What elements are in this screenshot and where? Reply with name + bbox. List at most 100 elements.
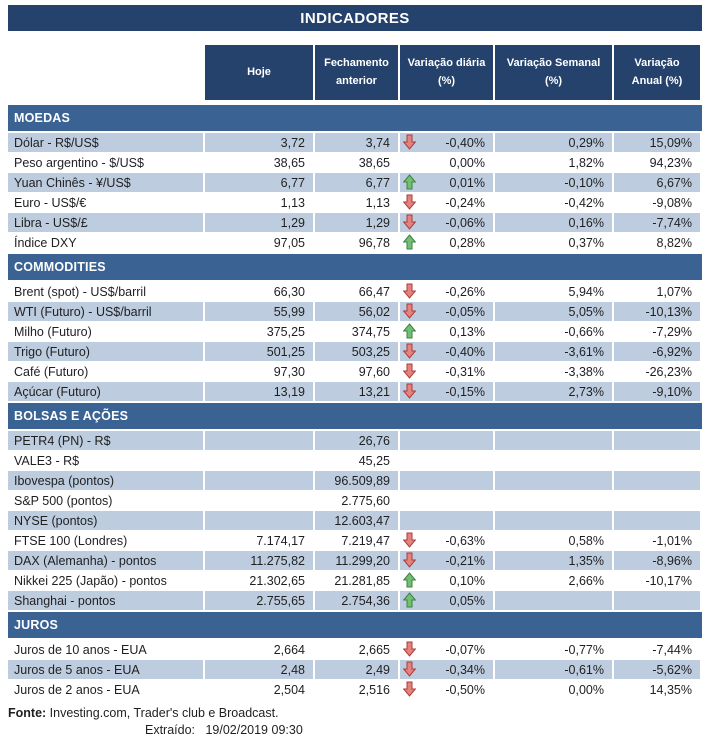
- cell-variacao-anual: -9,10%: [614, 382, 700, 401]
- cell-variacao-anual: -10,13%: [614, 302, 700, 321]
- row-label-value: Peso argentino - $/US$: [14, 155, 144, 170]
- down-arrow-icon: [403, 532, 416, 548]
- table-row: Euro - US$/€ 1,13 1,13 -0,24% -0,42% -9,08%: [8, 193, 702, 212]
- cell-fechamento-anterior-value: 1,13: [365, 195, 390, 210]
- cell-variacao-diaria: -0,06%: [400, 213, 493, 232]
- up-arrow-icon: [403, 174, 416, 190]
- cell-variacao-semanal: [495, 591, 612, 610]
- cell-variacao-semanal-value: 2,73%: [568, 384, 604, 399]
- cell-variacao-diaria: -0,15%: [400, 382, 493, 401]
- cell-variacao-diaria-value: -0,31%: [445, 364, 485, 379]
- cell-fechamento-anterior-value: 13,21: [358, 384, 390, 399]
- down-arrow-icon: [403, 661, 416, 677]
- cell-variacao-diaria-value: -0,63%: [445, 533, 485, 548]
- cell-variacao-anual-value: -26,23%: [645, 364, 692, 379]
- down-arrow-icon: [403, 363, 416, 379]
- cell-variacao-anual-value: -10,13%: [645, 304, 692, 319]
- row-label-value: Juros de 5 anos - EUA: [14, 662, 140, 677]
- cell-variacao-anual-value: 94,23%: [649, 155, 692, 170]
- cell-variacao-diaria-value: 0,05%: [449, 593, 485, 608]
- cell-hoje-value: 7.174,17: [256, 533, 305, 548]
- cell-variacao-anual-value: -5,62%: [652, 662, 692, 677]
- cell-variacao-anual-value: -1,01%: [652, 533, 692, 548]
- cell-variacao-semanal: 0,00%: [495, 680, 612, 699]
- cell-variacao-anual: [614, 491, 700, 510]
- cell-fechamento-anterior-value: 56,02: [358, 304, 390, 319]
- cell-hoje-value: 2,504: [273, 682, 305, 697]
- cell-variacao-semanal: -0,61%: [495, 660, 612, 679]
- cell-variacao-diaria: -0,26%: [400, 282, 493, 301]
- row-label-value: Milho (Futuro): [14, 324, 92, 339]
- row-label: Yuan Chinês - ¥/US$: [8, 173, 203, 192]
- row-label: Trigo (Futuro): [8, 342, 203, 361]
- section-title: MOEDAS: [14, 111, 71, 125]
- table-row: Juros de 2 anos - EUA 2,504 2,516 -0,50% 0,0…: [8, 680, 702, 699]
- cell-variacao-semanal-value: -3,38%: [564, 364, 604, 379]
- cell-variacao-anual-value: -7,74%: [652, 215, 692, 230]
- cell-fechamento-anterior: 2,49: [315, 660, 398, 679]
- cell-variacao-semanal-value: -3,61%: [564, 344, 604, 359]
- cell-fechamento-anterior: 2,516: [315, 680, 398, 699]
- cell-hoje-value: 97,30: [273, 364, 305, 379]
- cell-variacao-semanal: 1,82%: [495, 153, 612, 172]
- row-label-value: DAX (Alemanha) - pontos: [14, 553, 157, 568]
- extracted-line: Extraído: 19/02/2019 09:30: [8, 723, 702, 737]
- cell-variacao-diaria-value: -0,26%: [445, 284, 485, 299]
- cell-variacao-semanal: 5,94%: [495, 282, 612, 301]
- cell-variacao-anual: -26,23%: [614, 362, 700, 381]
- cell-fechamento-anterior-value: 503,25: [351, 344, 390, 359]
- cell-variacao-anual: -6,92%: [614, 342, 700, 361]
- cell-fechamento-anterior-value: 26,76: [358, 433, 390, 448]
- section-title: BOLSAS E AÇÕES: [14, 409, 129, 423]
- table-row: Café (Futuro) 97,30 97,60 -0,31% -3,38% -26,2…: [8, 362, 702, 381]
- down-arrow-icon: [403, 283, 416, 299]
- cell-fechamento-anterior-value: 2.775,60: [341, 493, 390, 508]
- cell-variacao-anual-value: 6,67%: [656, 175, 692, 190]
- cell-hoje: 97,30: [205, 362, 313, 381]
- cell-variacao-anual: -7,44%: [614, 640, 700, 659]
- cell-hoje-value: 11.275,82: [250, 553, 305, 568]
- table-row: Dólar - R$/US$ 3,72 3,74 -0,40% 0,29% 15,09%: [8, 133, 702, 152]
- cell-hoje: 6,77: [205, 173, 313, 192]
- cell-hoje: 13,19: [205, 382, 313, 401]
- cell-fechamento-anterior-value: 96.509,89: [334, 473, 390, 488]
- table-column-header: Hoje Fechamento anterior Variação diária…: [8, 45, 702, 100]
- section-header-juros: JUROS: [8, 612, 702, 638]
- cell-variacao-diaria: -0,07%: [400, 640, 493, 659]
- up-arrow-icon: [403, 234, 416, 250]
- source-line: Fonte: Investing.com, Trader's club e Br…: [8, 706, 702, 720]
- cell-variacao-semanal: 0,58%: [495, 531, 612, 550]
- cell-hoje: [205, 451, 313, 470]
- cell-variacao-semanal-value: 5,94%: [568, 284, 604, 299]
- cell-variacao-anual-value: -9,10%: [652, 384, 692, 399]
- table-row: PETR4 (PN) - R$ 26,76: [8, 431, 702, 450]
- cell-variacao-diaria: 0,10%: [400, 571, 493, 590]
- cell-variacao-anual-value: 14,35%: [649, 682, 692, 697]
- row-label-value: Shanghai - pontos: [14, 593, 116, 608]
- cell-hoje: 66,30: [205, 282, 313, 301]
- table-row: WTI (Futuro) - US$/barril 55,99 56,02 -0,05…: [8, 302, 702, 321]
- cell-variacao-diaria: -0,21%: [400, 551, 493, 570]
- cell-fechamento-anterior-value: 11.299,20: [335, 553, 390, 568]
- cell-fechamento-anterior: 96,78: [315, 233, 398, 252]
- cell-variacao-semanal: [495, 491, 612, 510]
- cell-variacao-anual-value: 1,07%: [656, 284, 692, 299]
- footer: Fonte: Investing.com, Trader's club e Br…: [8, 706, 702, 737]
- row-label-value: Café (Futuro): [14, 364, 89, 379]
- row-label: Shanghai - pontos: [8, 591, 203, 610]
- cell-variacao-semanal: [495, 451, 612, 470]
- cell-hoje-value: 2.755,65: [256, 593, 305, 608]
- row-label-value: Yuan Chinês - ¥/US$: [14, 175, 131, 190]
- cell-variacao-semanal: 0,37%: [495, 233, 612, 252]
- row-label: Índice DXY: [8, 233, 203, 252]
- cell-variacao-diaria: [400, 511, 493, 530]
- cell-variacao-anual: -5,62%: [614, 660, 700, 679]
- cell-variacao-semanal: 0,29%: [495, 133, 612, 152]
- cell-fechamento-anterior: 3,74: [315, 133, 398, 152]
- row-label: Ibovespa (pontos): [8, 471, 203, 490]
- cell-variacao-semanal: 5,05%: [495, 302, 612, 321]
- up-arrow-icon: [403, 572, 416, 588]
- row-label-value: Juros de 2 anos - EUA: [14, 682, 140, 697]
- cell-variacao-semanal-value: -0,66%: [564, 324, 604, 339]
- cell-fechamento-anterior-value: 97,60: [358, 364, 390, 379]
